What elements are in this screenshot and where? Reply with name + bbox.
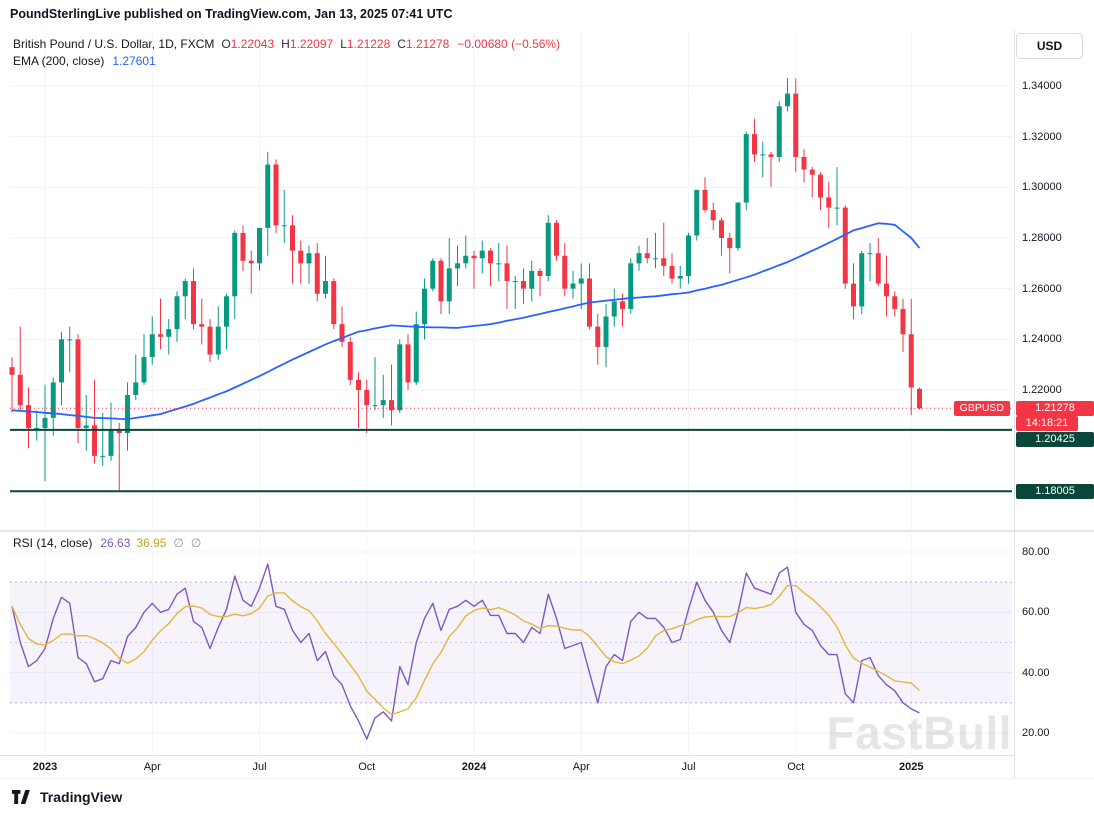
price-axis-label: 1.34000 [1022,80,1062,92]
time-axis-label: Jul [681,761,696,773]
price-axis-label: 1.26000 [1022,282,1062,295]
hide-band-icon[interactable]: ∅ [173,536,184,550]
time-axis-label: Apr [572,761,590,773]
price-levels [10,407,1012,493]
price-axis-border [1014,30,1015,778]
time-axis-label: 2025 [899,761,924,773]
tradingview-logo-icon[interactable] [12,790,33,804]
rsi-label[interactable]: RSI (14, close) [13,536,93,550]
price-axis-label: 1.28000 [1022,231,1062,244]
price-axis-label: 1.32000 [1022,130,1062,143]
price-axis-label: 1.22000 [1022,383,1062,396]
low-label: L [340,37,347,51]
countdown-badge: 14:18:21 [1016,415,1078,431]
tradingview-brand[interactable]: TradingView [40,789,123,805]
open-value: 1.22043 [230,37,275,51]
time-axis-label: Apr [143,761,161,773]
time-axis-label: Oct [787,761,805,773]
close-label: C [397,37,406,51]
high-value: 1.22097 [289,37,334,51]
close-value: 1.21278 [405,37,450,51]
publish-header: PoundSterlingLive published on TradingVi… [10,7,452,21]
ema-label[interactable]: EMA (200, close) [13,54,105,68]
rsi-axis-label: 80.00 [1022,546,1050,558]
ema-line [11,222,921,421]
symbol-title[interactable]: British Pound / U.S. Dollar, 1D, FXCM [13,37,215,51]
level-badge: 1.18005 [1016,483,1094,499]
rsi-lines [11,563,920,740]
rsi-axis-label: 20.00 [1022,727,1050,739]
candlestick-series [9,78,922,492]
rsi-legend: RSI (14, close) 26.63 36.95 ∅ ∅ [13,536,201,550]
rsi-value: 26.63 [100,536,131,550]
low-value: 1.21228 [346,37,391,51]
ema-value: 1.27601 [112,54,156,68]
rsi-ma-value: 36.95 [136,536,167,550]
publish-info: PoundSterlingLive published on TradingVi… [10,7,453,21]
chart-canvas[interactable] [0,30,1014,778]
hide-band-icon[interactable]: ∅ [190,536,202,550]
price-axis-label: 1.24000 [1022,333,1062,346]
pane-separator[interactable] [0,530,1094,532]
price-axis-label: 1.30000 [1022,181,1062,194]
footer-bar: TradingView [0,778,1094,815]
level-badge: 1.20425 [1016,431,1094,447]
open-label: O [221,37,231,51]
time-axis-label: Oct [358,761,376,773]
currency-toggle-button[interactable]: USD [1016,33,1083,59]
ema-legend: EMA (200, close) 1.27601 [13,54,156,68]
time-axis-label: 2023 [32,761,58,773]
change-value: −0.00680 (−0.56%) [457,37,561,51]
time-axis[interactable]: 2023 Apr Jul Oct 2024 Apr Jul Oct 2025 [0,755,1014,779]
time-axis-label: 2024 [461,761,487,773]
rsi-axis-label: 60.00 [1022,606,1050,619]
time-axis-label: Jul [252,761,267,773]
rsi-band [10,581,1012,704]
symbol-price-badge: GBPUSD [953,400,1010,416]
last-price-badge: 1.21278 [1016,400,1094,416]
price-axis[interactable]: 1.34000 1.32000 1.30000 1.28000 1.26000 1.240… [1015,30,1094,778]
high-label: H [281,37,290,51]
rsi-axis-label: 40.00 [1022,666,1050,679]
